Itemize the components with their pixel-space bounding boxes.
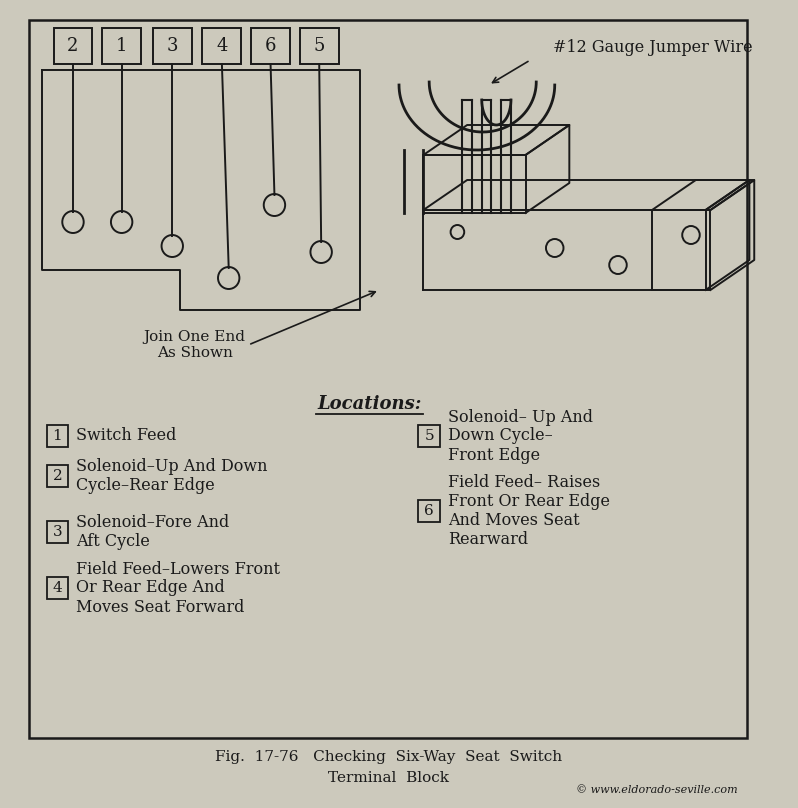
Text: 1: 1 — [53, 429, 62, 443]
Text: Field Feed–Lowers Front: Field Feed–Lowers Front — [76, 561, 280, 578]
Text: Solenoid–Up And Down: Solenoid–Up And Down — [76, 458, 267, 475]
Text: 5: 5 — [425, 429, 434, 443]
Text: 4: 4 — [216, 37, 227, 55]
Text: 4: 4 — [53, 581, 62, 595]
Text: Front Edge: Front Edge — [448, 447, 539, 464]
Text: 6: 6 — [265, 37, 276, 55]
Text: 1: 1 — [116, 37, 128, 55]
Bar — [53, 28, 93, 64]
Text: #12 Gauge Jumper Wire: #12 Gauge Jumper Wire — [553, 40, 753, 57]
Text: Field Feed– Raises: Field Feed– Raises — [448, 474, 600, 491]
Bar — [300, 28, 338, 64]
Text: Moves Seat Forward: Moves Seat Forward — [76, 599, 244, 616]
Text: Locations:: Locations: — [318, 395, 422, 413]
Text: Cycle–Rear Edge: Cycle–Rear Edge — [76, 477, 215, 494]
Text: Front Or Rear Edge: Front Or Rear Edge — [448, 493, 610, 510]
Bar — [102, 28, 141, 64]
Bar — [251, 28, 290, 64]
Bar — [152, 28, 192, 64]
Text: Fig.  17-76   Checking  Six-Way  Seat  Switch: Fig. 17-76 Checking Six-Way Seat Switch — [215, 750, 562, 764]
Bar — [47, 465, 68, 487]
Text: 6: 6 — [425, 504, 434, 518]
Bar — [30, 20, 748, 738]
Text: Join One End
As Shown: Join One End As Shown — [144, 330, 246, 360]
Text: 3: 3 — [167, 37, 178, 55]
Text: And Moves Seat: And Moves Seat — [448, 512, 579, 529]
Text: 3: 3 — [53, 525, 62, 539]
Bar — [418, 500, 440, 522]
Bar — [418, 425, 440, 447]
Text: 2: 2 — [53, 469, 62, 483]
Text: Solenoid–Fore And: Solenoid–Fore And — [76, 514, 229, 531]
Text: Down Cycle–: Down Cycle– — [448, 427, 552, 444]
Text: Switch Feed: Switch Feed — [76, 427, 176, 444]
Bar — [203, 28, 241, 64]
Text: Or Rear Edge And: Or Rear Edge And — [76, 579, 225, 596]
Bar — [47, 521, 68, 543]
Text: 2: 2 — [67, 37, 79, 55]
Text: Rearward: Rearward — [448, 531, 527, 548]
Bar — [47, 577, 68, 599]
Text: Solenoid– Up And: Solenoid– Up And — [448, 409, 593, 426]
Text: Aft Cycle: Aft Cycle — [76, 533, 150, 550]
Bar — [47, 425, 68, 447]
Text: © www.eldorado-seville.com: © www.eldorado-seville.com — [576, 785, 737, 795]
Text: Terminal  Block: Terminal Block — [328, 771, 448, 785]
Text: 5: 5 — [314, 37, 325, 55]
